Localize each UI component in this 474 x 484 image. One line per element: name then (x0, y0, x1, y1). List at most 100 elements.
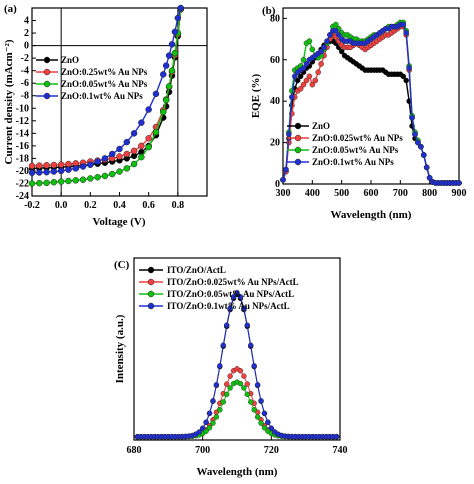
panel-c-point (251, 363, 257, 369)
panel-a-point (171, 49, 179, 57)
panel-b-point (306, 73, 313, 80)
panel-b-xtick-label: 400 (305, 188, 320, 199)
panel-c-point (258, 398, 264, 404)
panel-a-point (36, 169, 43, 176)
panel-a-ytick-label: -12 (16, 116, 29, 127)
panel-c-point (227, 373, 233, 379)
panel-c-series-line (137, 381, 337, 438)
panel-a-point (168, 41, 176, 48)
panel-a-point (28, 169, 36, 177)
panel-a-point (162, 62, 170, 69)
panel-a-xlabel: Voltage (V) (92, 216, 145, 228)
panel-c-legend-label: ITO/ZnO/ActL (167, 265, 226, 275)
panel-c-point (254, 382, 261, 388)
panel-c-xtick-label: 740 (333, 445, 348, 456)
panel-a-ytick-label: -22 (16, 178, 29, 189)
panel-b-point (400, 73, 407, 80)
panel-a-point (171, 28, 179, 36)
panel-b-point (321, 44, 327, 51)
panel-a: (a) -0.2 0.0 0.2 0.4 0.6 0.8-24-22-20-18-16-1… (3, 3, 208, 228)
panel-c-point (210, 420, 216, 426)
panel-b-point (338, 48, 345, 55)
panel-b-point (456, 180, 462, 186)
panel-b-point (294, 77, 301, 84)
panel-b-point (303, 77, 310, 84)
panel-b-point (420, 152, 427, 158)
panel-b-xtick-label: 600 (364, 188, 379, 199)
panel-a-point (130, 130, 138, 137)
panel-b-point (297, 73, 304, 80)
panel-a-point (116, 153, 123, 160)
panel-c-series-line (137, 368, 337, 438)
panel-a-ytick-label: -14 (16, 128, 29, 139)
panel-b-point (309, 81, 316, 88)
panel-b-point (318, 61, 324, 67)
panel-a-ytick-label: -10 (16, 103, 29, 114)
panel-a-point (50, 168, 58, 175)
panel-a-point (57, 161, 65, 168)
panel-a-point (94, 173, 101, 181)
panel-b-ylabel: EQE (%) (250, 74, 262, 119)
panel-a-ytick-label: 4 (24, 16, 29, 27)
panel-a-ytick-label: -6 (21, 78, 29, 89)
panel-b-ytick-label: 0 (275, 179, 280, 190)
panel-c-point (258, 420, 264, 426)
panel-c-frame (133, 257, 341, 441)
panel-b-point (286, 131, 292, 138)
panel-c-series-line (137, 291, 337, 438)
panel-c-point (234, 290, 240, 296)
panel-b-point (418, 143, 424, 150)
panel-c-point (254, 414, 261, 420)
panel-b-point (300, 65, 307, 71)
panel-a-ytick-label: -18 (16, 153, 29, 164)
panel-b-point (335, 32, 342, 38)
panel-c-legend-marker (147, 290, 155, 298)
panel-c-point (261, 425, 268, 431)
panel-a-ylabel: Current density (mAcm⁻²) (3, 39, 15, 164)
panel-a-point (43, 168, 50, 176)
panel-a-point (145, 143, 152, 151)
panel-b-legend-marker (294, 158, 302, 166)
panel-c-point (227, 305, 233, 311)
panel-a-legend-marker (43, 56, 51, 64)
panel-a-point (65, 177, 72, 185)
panel-c-point (213, 382, 220, 388)
panel-b-legend-label: ZnO (312, 121, 330, 131)
panel-b-point (332, 27, 339, 34)
panel-a-point (123, 150, 131, 158)
panel-b-point (412, 131, 418, 138)
panel-b-point (423, 164, 430, 171)
panel-a-legend-marker (43, 80, 51, 88)
panel-b-point (280, 177, 286, 183)
panel-c-point (199, 425, 206, 431)
panel-c-point (237, 380, 244, 387)
panel-a-point (50, 161, 58, 169)
panel-b-point (303, 61, 310, 67)
panel-a-point (130, 147, 138, 155)
panel-a-point (138, 119, 145, 126)
panel-a-point (101, 155, 109, 162)
panel-b-xtick-label: 700 (393, 188, 408, 199)
panel-b-legend-label: ZnO:0.1wt% Au NPs (312, 157, 394, 167)
panel-a-legend-label: ZnO:0.1wt% Au NPs (61, 91, 143, 101)
panel-c-point (206, 425, 213, 431)
panel-b-point (315, 69, 322, 75)
panel-a-point (72, 165, 79, 172)
panel-c-point (268, 425, 275, 431)
panel-b-point (300, 81, 307, 88)
panel-c-point (203, 419, 209, 425)
panel-a-point (101, 172, 109, 180)
panel-a-point (65, 160, 72, 168)
panel-a-point (165, 83, 173, 90)
panel-a-xtick-label: 0.0 (55, 200, 68, 211)
panel-b-point (312, 77, 319, 84)
panel-c-legend-marker (147, 278, 155, 286)
panel-a-point (145, 135, 152, 142)
panel-c-xtick-label: 700 (195, 445, 210, 456)
panel-a-point (130, 160, 138, 168)
panel-a-point (138, 153, 145, 161)
panel-c-point (251, 407, 257, 413)
panel-c-xtick-label: 680 (127, 445, 142, 456)
panel-c-point (196, 429, 202, 435)
panel-a-point (108, 170, 116, 178)
